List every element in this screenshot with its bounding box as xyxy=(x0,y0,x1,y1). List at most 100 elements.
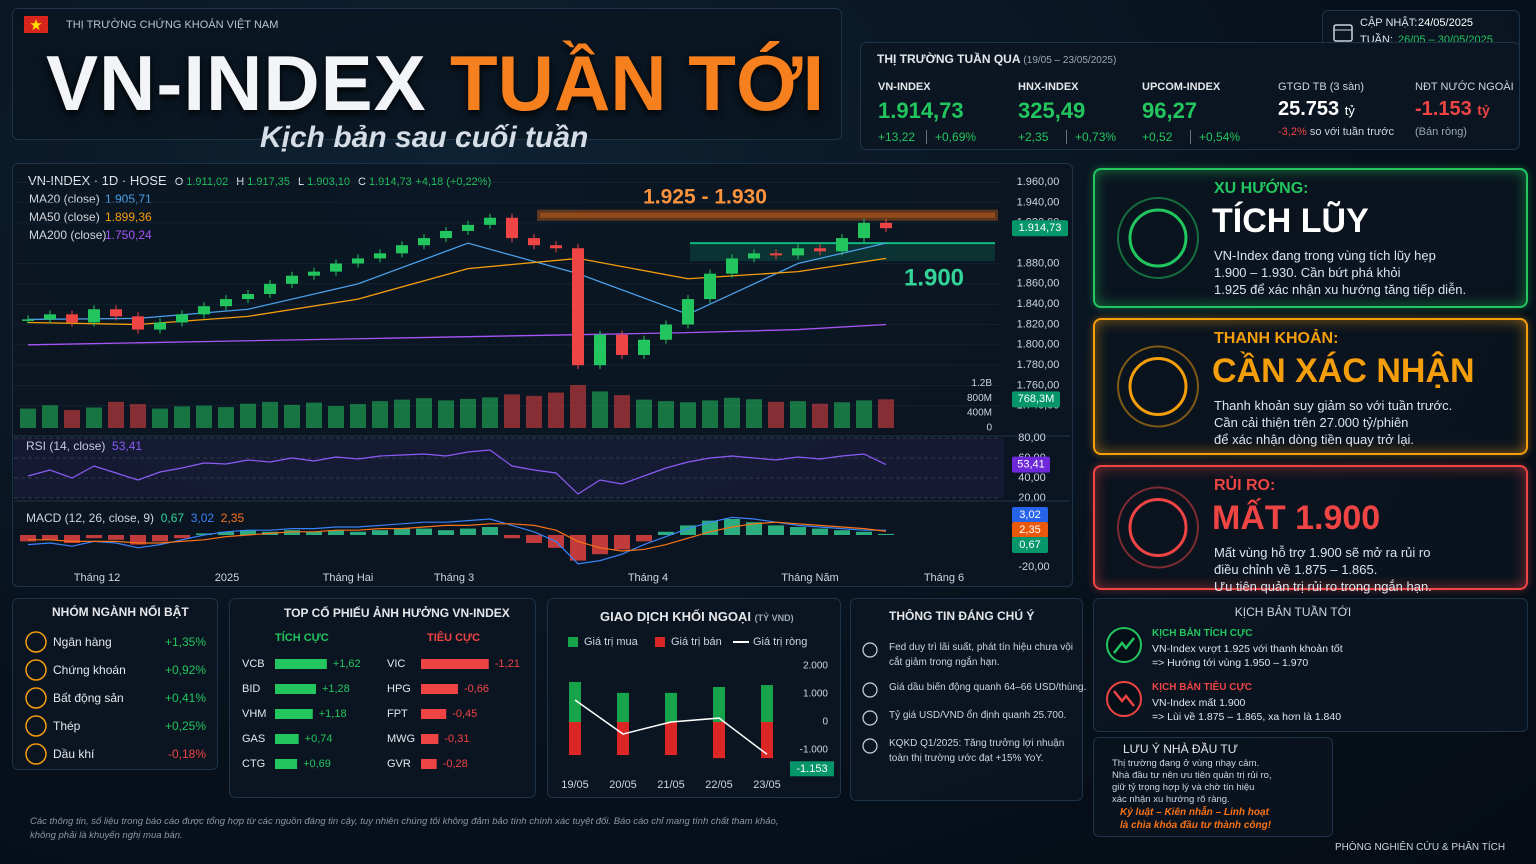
scenario-label: KỊCH BẢN TÍCH CỰC xyxy=(1152,628,1253,639)
positive-title: TÍCH CỰC xyxy=(275,632,329,644)
updated-label: CẬP NHẬT: xyxy=(1360,17,1418,29)
ohlc-item: H 1.917,35 xyxy=(236,176,290,188)
main-chart-panel xyxy=(12,163,1073,587)
ohlc-label: H xyxy=(236,176,245,188)
macd-legend: MACD (12, 26, close, 9) 0,67 3,02 2,35 xyxy=(26,511,244,525)
ohlc-value: 1.917,35 xyxy=(247,176,291,188)
rsi-title: RSI (14, close) xyxy=(26,439,106,453)
turnover-change: -3,2% so với tuần trước xyxy=(1278,126,1394,138)
foreign-panel xyxy=(547,598,841,798)
card-kicker: THANH KHOẢN: xyxy=(1214,330,1339,347)
index-value: 325,49 xyxy=(1018,98,1086,123)
index-pct: +0,54% xyxy=(1190,130,1240,144)
note-motto: Kỷ luật – Kiên nhẫn – Linh hoạt xyxy=(1120,807,1269,818)
news-line: KQKD Q1/2025: Tăng trưởng lợi nhuận xyxy=(889,738,1065,749)
note-line: Nhà đầu tư nên ưu tiên quản trị rủi ro, xyxy=(1112,770,1272,781)
unit: tỷ xyxy=(1477,102,1490,118)
calendar-icon xyxy=(1333,24,1353,42)
value: -1.153 xyxy=(1415,98,1472,120)
news-line: cắt giảm trong ngắn hạn. xyxy=(889,657,1000,668)
index-pct: +0,69% xyxy=(926,130,976,144)
unit: (TỶ VND) xyxy=(754,613,794,623)
flag xyxy=(24,16,48,33)
signal-value: 2,35 xyxy=(220,511,245,525)
subtitle: Kịch bản sau cuối tuần xyxy=(260,121,589,154)
note-line: giữ tỷ trọng hợp lý và chờ tín hiệu xyxy=(1112,782,1255,793)
index-change: +2,35 xyxy=(1018,130,1049,144)
card-line: điều chỉnh về 1.875 – 1.865. xyxy=(1214,562,1378,577)
ma-value: 1.905,71 xyxy=(105,192,152,206)
scenario-line: => Hướng tới vùng 1.950 – 1.970 xyxy=(1152,657,1309,669)
sectors-title: NHÓM NGÀNH NỔI BẬT xyxy=(52,605,189,619)
title: GIAO DỊCH KHỐI NGOẠI xyxy=(600,609,751,624)
ohlc-item: O 1.911,02 xyxy=(175,176,229,188)
sector-change: +0,92% xyxy=(164,663,206,677)
sector-name: Thép xyxy=(53,719,81,733)
ohlc-label: L xyxy=(298,176,305,188)
index-name: VN-INDEX xyxy=(878,81,931,93)
card-line: để xác nhận dòng tiền quay trở lại. xyxy=(1214,432,1415,447)
scenarios-title: KỊCH BẢN TUẦN TỚI xyxy=(1234,605,1352,619)
card-kicker: RỦI RO: xyxy=(1214,477,1276,494)
ohlc-item: L 1.903,10 xyxy=(298,176,350,188)
sector-change: +1,35% xyxy=(164,635,206,649)
news-line: Tỷ giá USD/VND ổn định quanh 25.700. xyxy=(889,710,1067,721)
ma-name: MA200 (close) xyxy=(29,228,107,242)
index-change: +0,52 xyxy=(1142,130,1173,144)
index-pct: +0,73% xyxy=(1066,130,1116,144)
change: +4,18 (+0,22%) xyxy=(415,176,492,188)
note-title: LƯU Ý NHÀ ĐẦU TƯ xyxy=(1123,742,1238,756)
ohlc-label: O xyxy=(174,176,184,188)
credit: PHÒNG NGHIÊN CỨU & PHÂN TÍCH xyxy=(1335,842,1506,853)
range: (19/05 – 23/05/2025) xyxy=(1023,55,1117,66)
turnover-value: 25.753 tỷ xyxy=(1278,98,1355,121)
card-headline: TÍCH LŨY xyxy=(1212,202,1369,240)
last-week-title: THỊ TRƯỜNG TUẦN QUA (19/05 – 23/05/2025) xyxy=(877,52,1116,66)
index-value: 1.914,73 xyxy=(878,98,964,123)
ohlc-value: 1.903,10 xyxy=(307,176,350,188)
rsi-value: 53,41 xyxy=(112,439,143,453)
ohlc-item: C 1.914,73 xyxy=(358,176,412,188)
macd-title: MACD (12, 26, close, 9) xyxy=(26,511,155,525)
foreign-name: NĐT NƯỚC NGOÀI xyxy=(1415,81,1514,93)
ohlc-value: 1.914,73 xyxy=(368,176,412,188)
scenario-line: => Lùi về 1.875 – 1.865, xa hơn là 1.840 xyxy=(1152,711,1342,723)
index-name: HNX-INDEX xyxy=(1018,81,1079,93)
card-line: 1.925 để xác nhận xu hướng tăng tiếp diễ… xyxy=(1214,282,1467,297)
note-line: xác nhận xu hướng rõ ràng. xyxy=(1112,794,1230,805)
ohlc-label: C xyxy=(358,176,366,188)
foreign-title: GIAO DỊCH KHỐI NGOẠI (TỶ VND) xyxy=(600,609,794,624)
chart-legend: VN-INDEX · 1D · HOSE O 1.911,02 H 1.917,35 L 1… xyxy=(28,173,491,188)
index-value: 96,27 xyxy=(1142,98,1198,123)
updated-date: 24/05/2025 xyxy=(1418,17,1474,29)
scenario-line: VN-Index mất 1.900 xyxy=(1152,697,1246,709)
scenarios-panel xyxy=(1093,598,1528,732)
sector-name: Chứng khoán xyxy=(53,663,126,677)
turnover-name: GTGD TB (3 sàn) xyxy=(1278,81,1364,93)
sector-name: Bất động sản xyxy=(53,691,124,705)
news-line: toàn thị trường ước đạt +15% YoY. xyxy=(889,753,1044,764)
foreign-value: -1.153 tỷ xyxy=(1415,98,1490,121)
top-stocks-panel xyxy=(229,598,536,798)
card-kicker: XU HƯỚNG: xyxy=(1214,180,1309,197)
header-panel xyxy=(12,8,842,140)
ma-value: 1.899,36 xyxy=(105,210,152,224)
card-line: Thanh khoản suy giảm so với tuần trước. xyxy=(1214,398,1453,413)
sector-change: +0,41% xyxy=(164,691,206,705)
card-line: Cần cải thiện trên 27.000 tỷ/phiên xyxy=(1214,415,1409,430)
news-title: THÔNG TIN ĐÁNG CHÚ Ý xyxy=(889,609,1035,623)
card-line: 1.900 – 1.930. Cần bứt phá khỏi xyxy=(1214,265,1401,280)
card-line: Mất vùng hỗ trợ 1.900 sẽ mở ra rủi ro xyxy=(1214,545,1431,560)
change: -3,2% xyxy=(1278,126,1307,138)
disclaimer: không phải là khuyến nghị mua bán. xyxy=(30,830,183,841)
sector-change: +0,25% xyxy=(164,719,206,733)
top-stocks-title: TOP CỔ PHIẾU ẢNH HƯỞNG VN-INDEX xyxy=(284,606,510,620)
symbol: VN-INDEX · 1D · HOSE xyxy=(28,173,167,188)
card-line: VN-Index đang trong vùng tích lũy hẹp xyxy=(1214,248,1436,263)
unit: tỷ xyxy=(1344,103,1355,118)
note: so với tuần trước xyxy=(1309,126,1394,138)
news-line: Giá dầu biến động quanh 64–66 USD/thùng. xyxy=(889,682,1087,693)
negative-title: TIÊU CỰC xyxy=(427,632,481,644)
rsi-legend: RSI (14, close) 53,41 xyxy=(26,439,142,453)
scenario-line: VN-Index vượt 1.925 với thanh khoản tốt xyxy=(1152,643,1343,655)
